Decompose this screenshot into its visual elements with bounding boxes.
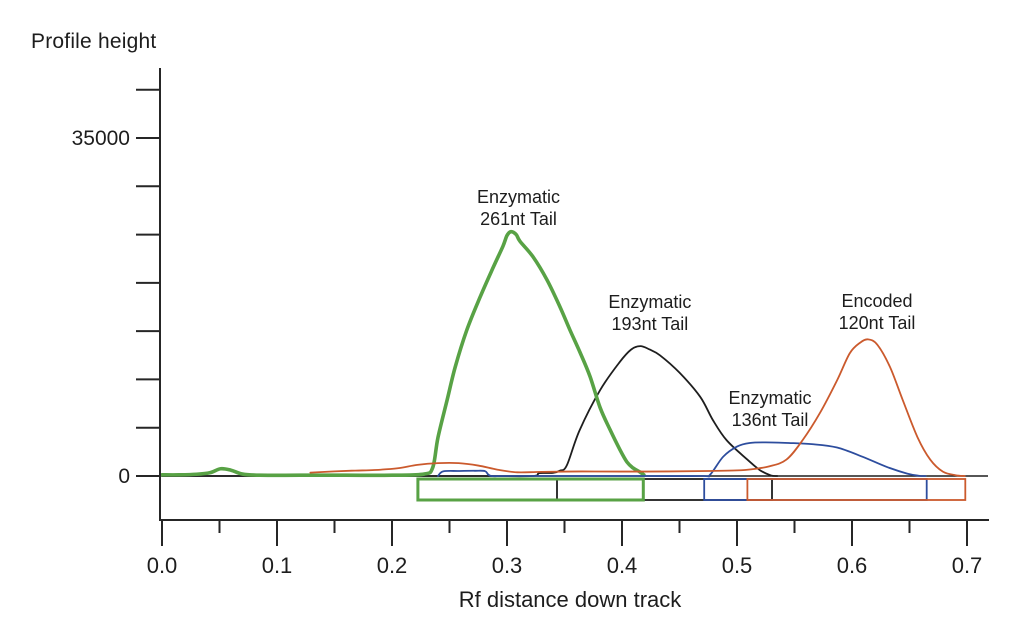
y-tick-label: 0 — [118, 465, 130, 488]
series-label-encoded-120nt-tail-line1: Encoded — [841, 291, 912, 311]
x-tick-label: 0.5 — [722, 553, 753, 578]
series-label-enzymatic-193nt-tail-line2: 193nt Tail — [612, 314, 689, 334]
x-tick-label: 0.7 — [952, 553, 983, 578]
region-box-enzymatic-136nt-tail — [703, 478, 928, 501]
x-tick-label: 0.2 — [377, 553, 408, 578]
series-label-enzymatic-136nt-tail-line2: 136nt Tail — [732, 410, 809, 430]
series-label-enzymatic-261nt-tail-line2: 261nt Tail — [480, 209, 557, 229]
y-tick-label: 35000 — [72, 127, 130, 150]
x-tick-label: 0.6 — [837, 553, 868, 578]
series-label-enzymatic-261nt-tail-line1: Enzymatic — [477, 187, 560, 207]
x-axis-title: Rf distance down track — [458, 587, 682, 612]
series-label-encoded-120nt-tail-line2: 120nt Tail — [839, 313, 916, 333]
y-axis-title: Profile height — [31, 30, 157, 53]
region-box-encoded-120nt-tail — [746, 478, 967, 501]
series-curve-enzymatic-261nt-tail — [160, 229, 646, 478]
region-box-enzymatic-193nt-tail — [556, 478, 773, 501]
x-tick-label: 0.4 — [607, 553, 638, 578]
region-box-enzymatic-261nt-tail — [416, 477, 645, 502]
series-label-enzymatic-193nt-tail-line1: Enzymatic — [608, 292, 691, 312]
x-tick-label: 0.1 — [262, 553, 293, 578]
x-tick-label: 0.0 — [147, 553, 178, 578]
series-curve-encoded-120nt-tail — [309, 338, 966, 477]
series-curve-enzymatic-193nt-tail — [161, 345, 779, 478]
x-tick-label: 0.3 — [492, 553, 523, 578]
series-curve-enzymatic-136nt-tail — [437, 441, 927, 478]
series-label-enzymatic-136nt-tail-line1: Enzymatic — [728, 388, 811, 408]
